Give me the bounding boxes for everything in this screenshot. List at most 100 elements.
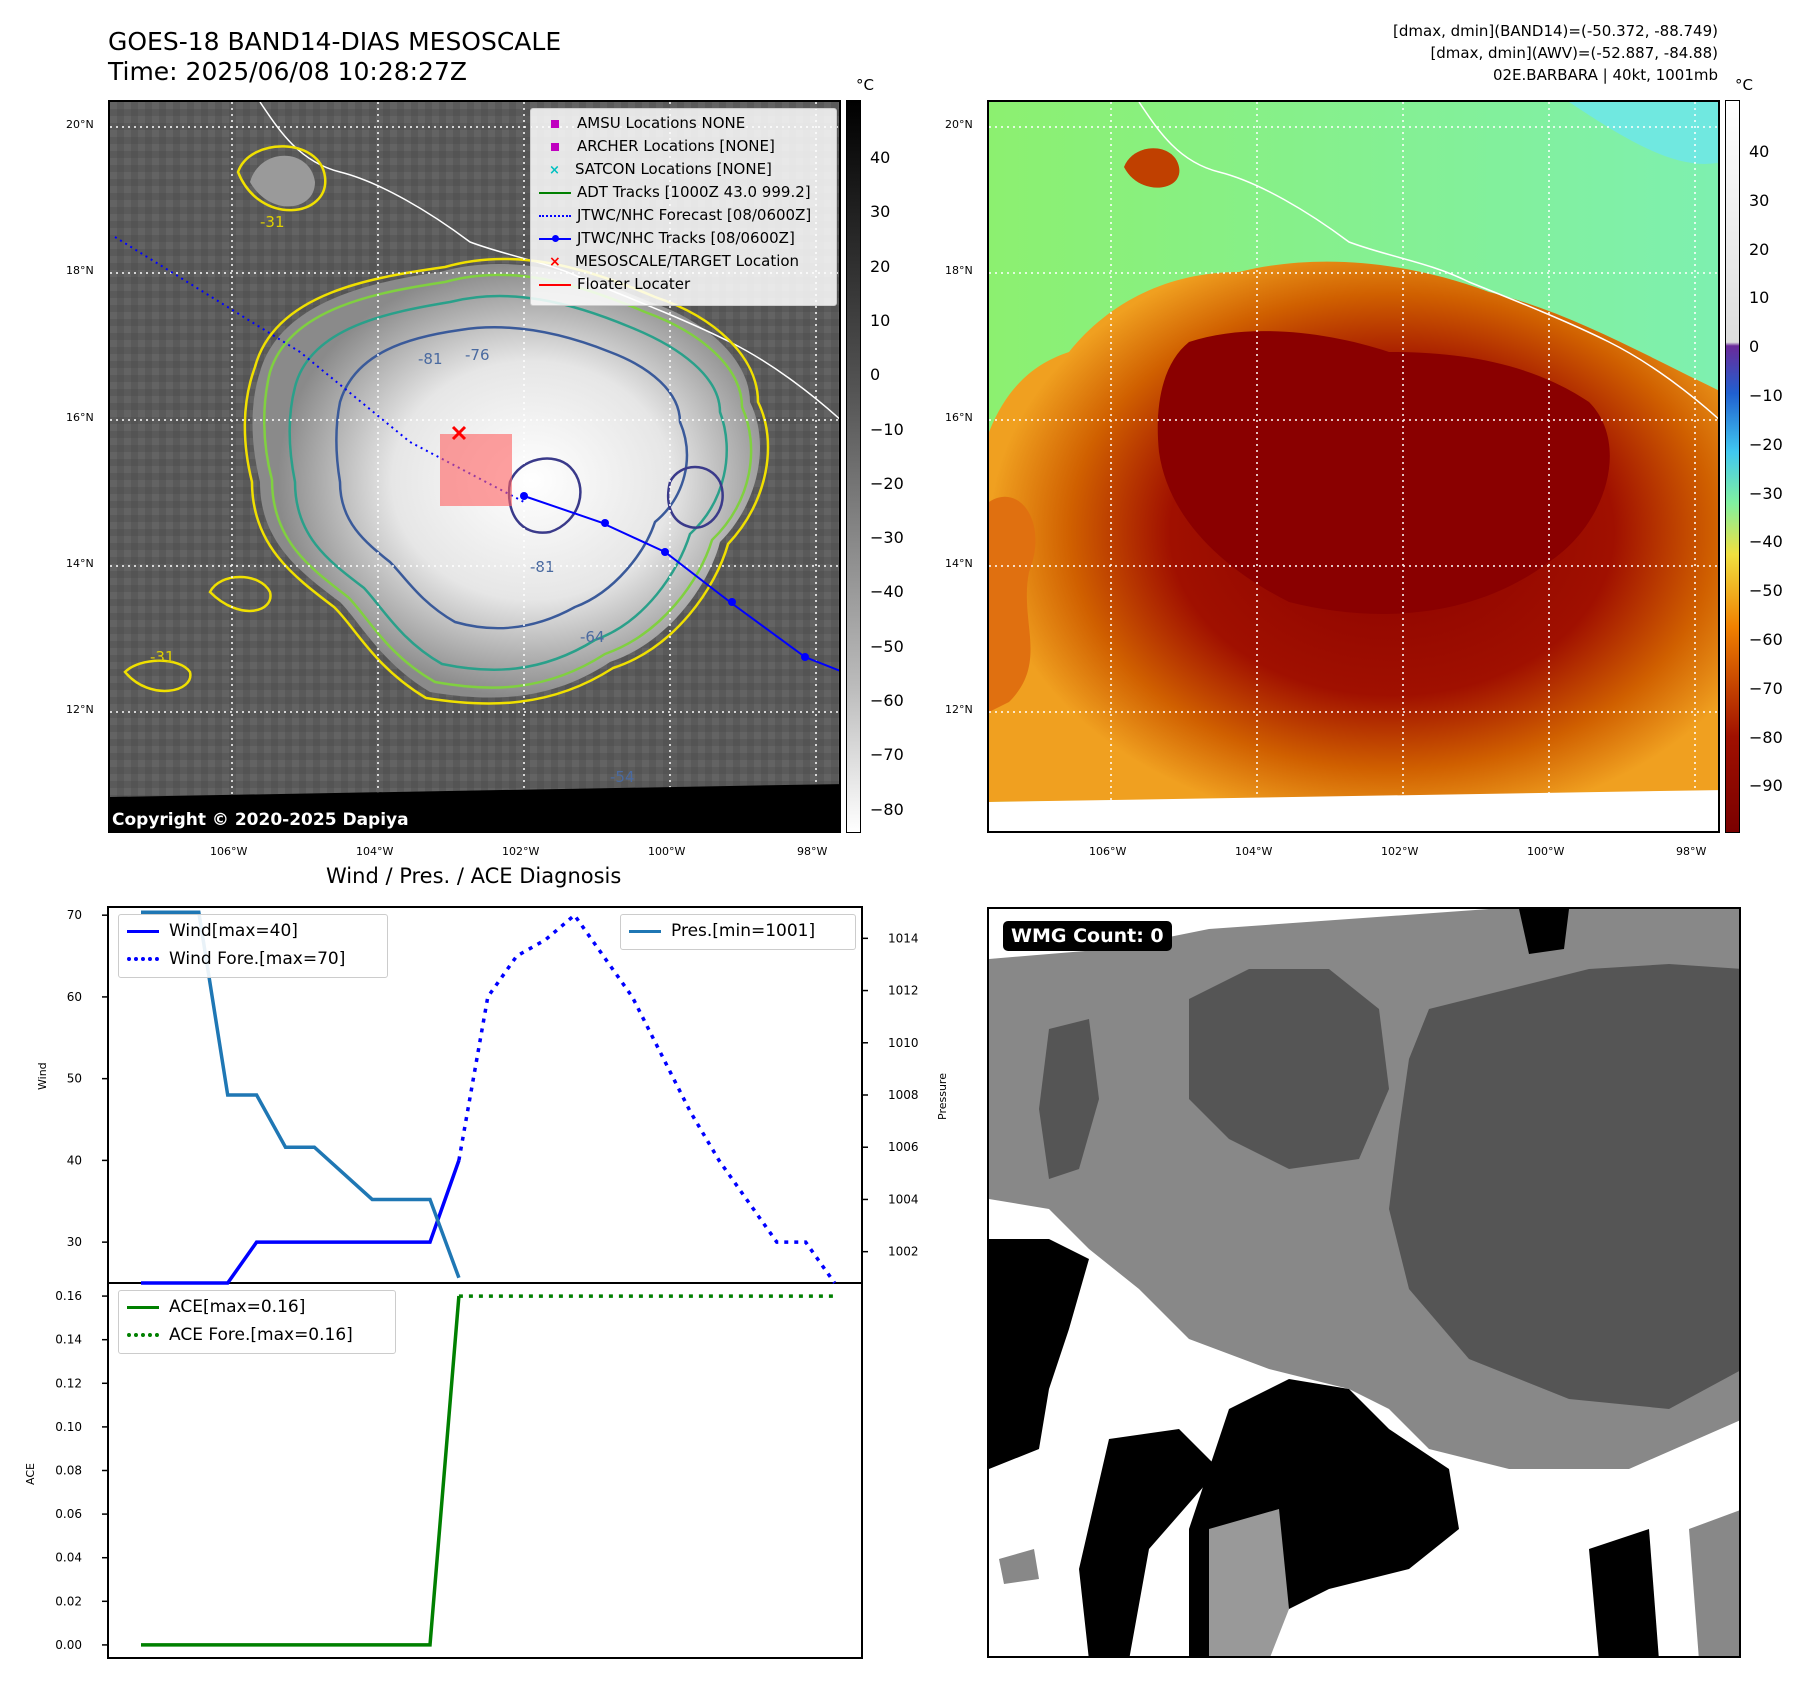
copyright-text: Copyright © 2020-2025 Dapiya: [112, 810, 409, 830]
dotted-line-icon: [539, 214, 571, 217]
lat-tick: 20°N: [66, 118, 94, 131]
wind-tick-label: 50: [67, 1072, 82, 1086]
legend-item-archer: ARCHER Locations [NONE]: [539, 137, 775, 155]
ace-tick-label: 0.12: [55, 1376, 82, 1390]
ir-colorbar-tick: 0: [870, 365, 881, 385]
lon-tick: 106°W: [1089, 845, 1127, 858]
ace-tick-label: 0.14: [55, 1333, 82, 1347]
lon-tick: 100°W: [1527, 845, 1565, 858]
pressure-legend: Pres.[min=1001]: [620, 914, 856, 950]
awv-colorbar-tick: −20: [1749, 434, 1783, 454]
wind-forecast-series-line: [457, 912, 837, 1285]
pressure-tick-label: 1002: [888, 1245, 919, 1259]
ace-tick-label: 0.10: [55, 1420, 82, 1434]
lat-tick: 14°N: [945, 557, 973, 570]
lat-tick: 16°N: [945, 411, 973, 424]
contour-label: -31: [260, 213, 285, 231]
wind-tick-label: 70: [67, 908, 82, 922]
legend-item-adt: ADT Tracks [1000Z 43.0 999.2]: [539, 183, 811, 201]
ir-map-image: -81 -76 -81 -64 -54 -31 -31: [110, 102, 839, 831]
legend-item-mesoscale: × MESOSCALE/TARGET Location: [549, 252, 800, 270]
legend-item-floater: Floater Locater: [539, 275, 690, 293]
square-marker-icon: [551, 120, 559, 128]
contour-label: -31: [150, 648, 175, 666]
awv-colorbar-tick: 20: [1749, 239, 1770, 259]
lat-tick: 16°N: [66, 411, 94, 424]
lat-tick: 12°N: [945, 703, 973, 716]
figure-time: Time: 2025/06/08 10:28:27Z: [108, 57, 467, 86]
ace-tick-label: 0.04: [55, 1551, 82, 1565]
diag-title: Wind / Pres. / ACE Diagnosis: [326, 864, 622, 888]
ir-map-panel: -81 -76 -81 -64 -54 -31 -31: [108, 100, 841, 833]
lon-tick: 106°W: [210, 845, 248, 858]
legend-item-wind: Wind[max=40]: [127, 921, 298, 941]
pressure-tick-label: 1010: [888, 1036, 919, 1050]
ir-colorbar-unit: °C: [856, 76, 874, 94]
ir-colorbar-tick: −40: [870, 582, 904, 602]
line-marker-icon: [539, 283, 571, 286]
awv-colorbar-tick: −10: [1749, 386, 1783, 405]
legend-item-forecast: JTWC/NHC Forecast [08/0600Z]: [539, 206, 811, 224]
legend-item-pressure: Pres.[min=1001]: [629, 921, 815, 941]
wmg-panel: WMG Count: 0: [987, 907, 1741, 1658]
lon-tick: 104°W: [356, 845, 394, 858]
ir-colorbar: [846, 100, 861, 833]
x-marker-icon: ×: [549, 163, 560, 178]
line-marker-icon: [127, 1305, 159, 1309]
lon-tick: 102°W: [1381, 845, 1419, 858]
pressure-tick-label: 1014: [888, 931, 919, 945]
contour-label: -81: [530, 558, 555, 576]
awv-colorbar-tick: −50: [1749, 581, 1783, 601]
line-marker-icon: [539, 191, 571, 194]
ace-tick-label: 0.08: [55, 1464, 82, 1478]
pressure-tick-label: 1008: [888, 1088, 919, 1102]
awv-colorbar-unit: °C: [1735, 76, 1753, 94]
ir-colorbar-tick: 30: [870, 202, 891, 222]
figure-title: GOES-18 BAND14-DIAS MESOSCALE: [108, 27, 562, 56]
pressure-tick-label: 1012: [888, 984, 919, 998]
awv-colorbar-tick: −70: [1749, 678, 1783, 698]
wmg-count-badge: WMG Count: 0: [1003, 921, 1172, 951]
contour-label: -54: [610, 768, 635, 786]
line-dot-icon: [539, 234, 571, 242]
awv-map-panel: [987, 100, 1720, 833]
wind-legend: Wind[max=40] Wind Fore.[max=70]: [118, 914, 388, 978]
line-marker-icon: [629, 929, 661, 933]
legend-item-amsu: AMSU Locations NONE: [539, 114, 745, 132]
awv-colorbar-tick: −60: [1749, 630, 1783, 649]
wind-tick-label: 60: [67, 990, 82, 1004]
awv-map-image: [989, 102, 1718, 831]
contour-label: -81: [418, 350, 443, 368]
lat-tick: 18°N: [66, 264, 94, 277]
square-marker-icon: [551, 143, 559, 151]
awv-colorbar-tick: 0: [1749, 337, 1760, 357]
awv-colorbar-tick: 10: [1749, 288, 1770, 308]
ir-colorbar-tick: −20: [870, 473, 904, 493]
legend-item-satcon: × SATCON Locations [NONE]: [549, 160, 772, 178]
wind-tick-label: 40: [67, 1153, 82, 1167]
ace-tick-label: 0.06: [55, 1507, 82, 1521]
ir-colorbar-tick: −70: [870, 745, 904, 765]
pressure-series-line: [141, 910, 461, 1279]
wind-series-line: [141, 1159, 461, 1285]
lon-tick: 100°W: [648, 845, 686, 858]
ace-tick-label: 0.02: [55, 1594, 82, 1608]
pressure-tick-label: 1006: [888, 1140, 919, 1154]
lat-tick: 14°N: [66, 557, 94, 570]
x-marker-icon: ×: [549, 254, 561, 270]
ace-legend: ACE[max=0.16] ACE Fore.[max=0.16]: [118, 1290, 396, 1354]
legend-item-wind-fore: Wind Fore.[max=70]: [127, 949, 345, 969]
wmg-image: [989, 909, 1739, 1656]
ace-tick-label: 0.16: [55, 1289, 82, 1303]
contour-label: -64: [580, 628, 605, 646]
ir-colorbar-tick: −10: [870, 419, 904, 439]
awv-colorbar-tick: −80: [1749, 727, 1783, 747]
ir-colorbar-tick: −80: [870, 799, 904, 819]
ir-colorbar-tick: 20: [870, 256, 891, 276]
ir-colorbar-tick: 10: [870, 310, 891, 330]
legend-item-ace: ACE[max=0.16]: [127, 1297, 305, 1317]
lon-tick: 98°W: [1676, 845, 1707, 858]
contour-label: -76: [465, 346, 490, 364]
dotted-line-icon: [127, 957, 159, 961]
